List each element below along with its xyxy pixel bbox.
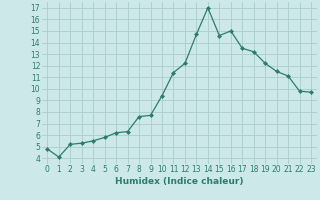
X-axis label: Humidex (Indice chaleur): Humidex (Indice chaleur) [115, 177, 244, 186]
